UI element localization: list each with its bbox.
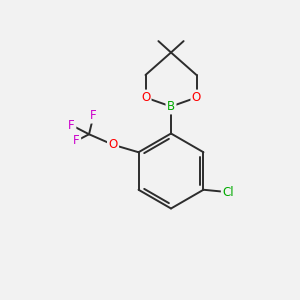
Text: B: B [167,100,175,113]
Text: Cl: Cl [222,186,234,199]
Text: F: F [68,119,75,132]
Text: F: F [90,109,97,122]
Text: O: O [192,91,201,104]
Text: O: O [141,91,150,104]
Text: F: F [73,134,80,147]
Text: O: O [108,138,118,151]
